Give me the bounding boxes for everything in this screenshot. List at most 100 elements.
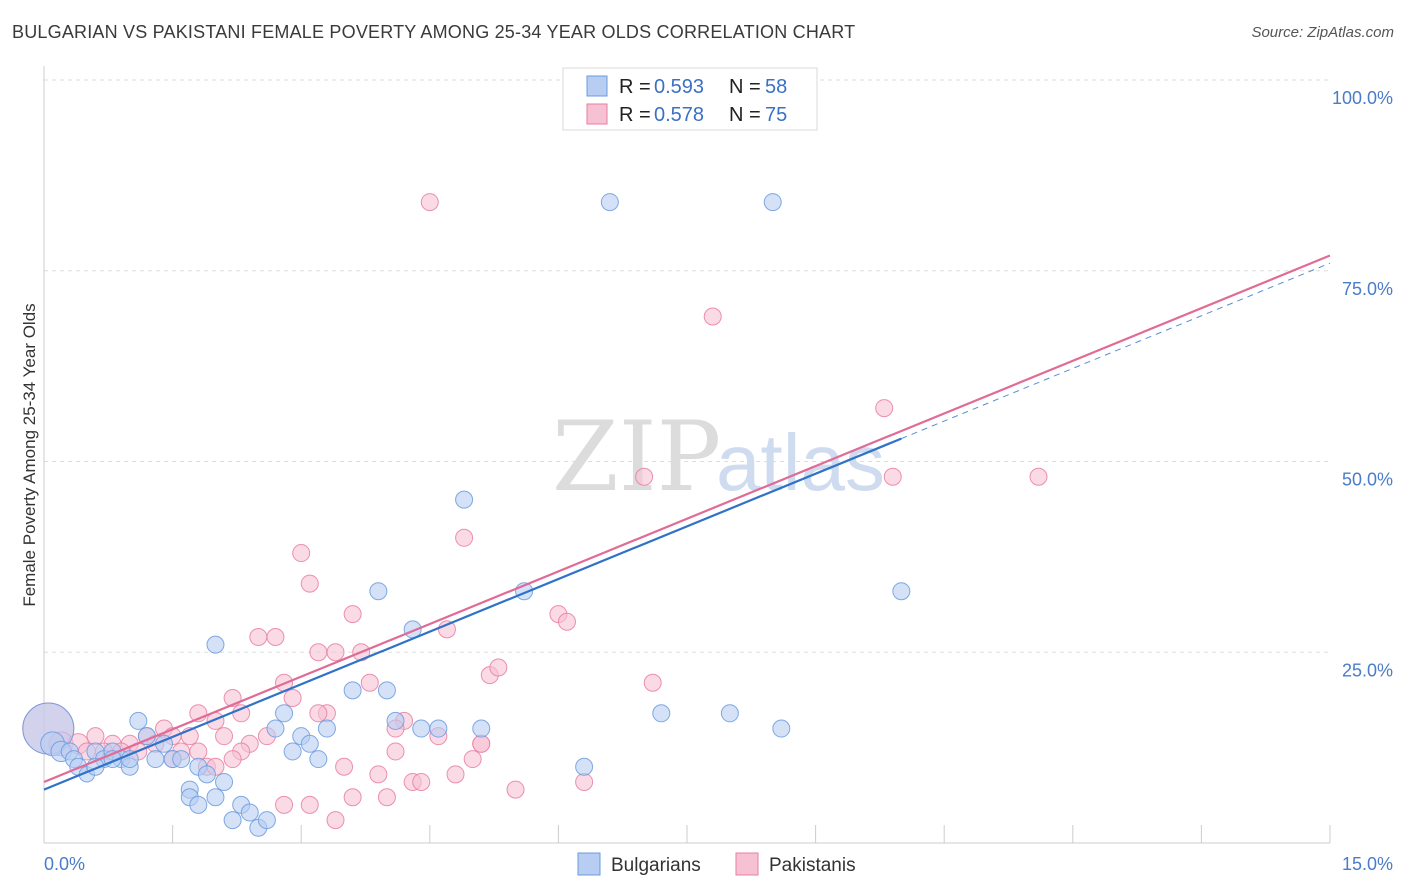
x-tick-labels: 0.0% 15.0% [44, 854, 1393, 874]
pakistanis-point-70 [309, 704, 328, 723]
bulgarians-point-54 [892, 582, 911, 601]
pakistanis-point-39 [420, 193, 439, 212]
bulgarians-point-25 [240, 803, 259, 822]
y-tick-labels: 25.0% 50.0% 75.0% 100.0% [1332, 88, 1393, 680]
bulgarians-point-37 [317, 719, 336, 738]
bulgarians-point-53 [772, 719, 791, 738]
legend-n-value-1: 58 [765, 76, 787, 98]
pakistanis-point-42 [446, 765, 465, 784]
pakistanis-point-54 [643, 673, 662, 692]
watermark-zip: ZIP [552, 401, 721, 513]
pakistanis-point-33 [369, 765, 388, 784]
bulgarians-point-21 [206, 788, 225, 807]
bulgarians-point-43 [412, 719, 431, 738]
y-axis-title: Female Poverty Among 25-34 Year Olds [20, 303, 39, 606]
y-tick-label-3: 100.0% [1332, 88, 1393, 108]
bulgarians-point-20 [197, 765, 216, 784]
pakistanis-point-26 [309, 643, 328, 662]
pakistanis-point-56 [875, 399, 894, 418]
pakistanis-point-59 [275, 795, 294, 814]
bulgarians-trend-line [43, 437, 902, 791]
pakistanis-point-58 [1029, 467, 1048, 486]
legend-bottom-swatch-bulgarians [577, 852, 601, 876]
bulgarians-point-29 [189, 795, 208, 814]
pakistanis-trend-line [43, 254, 1331, 783]
bulgarians-point-46 [472, 719, 491, 738]
series-legend: Bulgarians Pakistanis [577, 852, 856, 876]
pakistanis-point-23 [283, 689, 302, 708]
legend-bottom-swatch-pakistanis [735, 852, 759, 876]
bulgarians-point-14 [146, 750, 165, 769]
bulgarians-point-40 [386, 711, 405, 730]
legend-swatch-pakistanis [586, 103, 608, 125]
x-tick-label-0: 0.0% [44, 854, 85, 874]
pakistanis-point-12 [189, 742, 208, 761]
pakistanis-point-32 [360, 673, 379, 692]
bulgarians-point-50 [652, 704, 671, 723]
pakistanis-point-21 [266, 627, 285, 646]
bulgarians-point-30 [206, 635, 225, 654]
gridlines [44, 79, 1330, 653]
pakistanis-point-60 [300, 795, 319, 814]
bulgarians-point-49 [600, 193, 619, 212]
bulgarians-point-41 [369, 582, 388, 601]
bulgarians-point-12 [129, 711, 148, 730]
pakistanis-point-44 [463, 750, 482, 769]
pakistanis-point-74 [472, 734, 491, 753]
trend-lines [43, 254, 1331, 791]
pakistanis-point-48 [506, 780, 525, 799]
chart-title: BULGARIAN VS PAKISTANI FEMALE POVERTY AM… [12, 22, 856, 42]
bulgarians-point-35 [300, 734, 319, 753]
pakistanis-point-62 [343, 788, 362, 807]
bulgarians-point-48 [575, 757, 594, 776]
y-tick-label-1: 50.0% [1342, 470, 1393, 490]
pakistanis-points [22, 71, 1048, 830]
bulgarians-point-17 [172, 750, 191, 769]
legend-bottom-label-bulgarians: Bulgarians [611, 855, 701, 876]
pakistanis-point-30 [343, 605, 362, 624]
legend-swatch-bulgarians [586, 75, 608, 97]
legend-n-value-2: 75 [765, 104, 787, 126]
watermark: ZIP atlas [552, 401, 885, 513]
pakistanis-point-61 [326, 811, 345, 830]
legend-bottom-label-pakistanis: Pakistanis [769, 855, 856, 876]
watermark-atlas: atlas [716, 418, 885, 507]
legend-r-value-2: 0.578 [654, 104, 704, 126]
bulgarians-point-51 [720, 704, 739, 723]
pakistanis-point-41 [437, 620, 456, 639]
y-tick-label-0: 25.0% [1342, 660, 1393, 680]
pakistanis-point-24 [292, 544, 311, 563]
pakistanis-point-3 [86, 727, 105, 746]
bulgarians-point-52 [763, 193, 782, 212]
pakistanis-point-25 [300, 574, 319, 593]
pakistanis-point-35 [386, 742, 405, 761]
pakistanis-point-71 [223, 750, 242, 769]
pakistanis-point-50 [557, 612, 576, 631]
pakistanis-point-34 [377, 788, 396, 807]
bulgarians-trend-extension [901, 262, 1331, 440]
bulgarians-point-27 [257, 811, 276, 830]
bulgarians-point-31 [266, 719, 285, 738]
pakistanis-point-19 [249, 627, 268, 646]
pakistanis-point-29 [335, 757, 354, 776]
pakistanis-point-15 [215, 727, 234, 746]
legend-r-label-1: R = [619, 76, 651, 98]
pakistanis-point-53 [635, 467, 654, 486]
x-tick-label-1: 15.0% [1342, 854, 1393, 874]
pakistanis-point-55 [703, 307, 722, 326]
correlation-legend: R = 0.593 N = 58 R = 0.578 N = 75 [562, 67, 818, 131]
bulgarians-point-39 [377, 681, 396, 700]
legend-r-label-2: R = [619, 104, 651, 126]
pakistanis-point-57 [883, 467, 902, 486]
bulgarians-point-38 [343, 681, 362, 700]
pakistanis-point-47 [489, 658, 508, 677]
bulgarians-point-22 [215, 772, 234, 791]
bulgarians-point-44 [429, 719, 448, 738]
pakistanis-point-38 [412, 772, 431, 791]
bulgarians-point-33 [283, 742, 302, 761]
legend-n-label-2: N = [729, 104, 761, 126]
pakistanis-point-51 [575, 772, 594, 791]
bulgarians-point-23 [223, 811, 242, 830]
bulgarians-point-36 [309, 750, 328, 769]
chart-source: Source: ZipAtlas.com [1251, 24, 1394, 41]
